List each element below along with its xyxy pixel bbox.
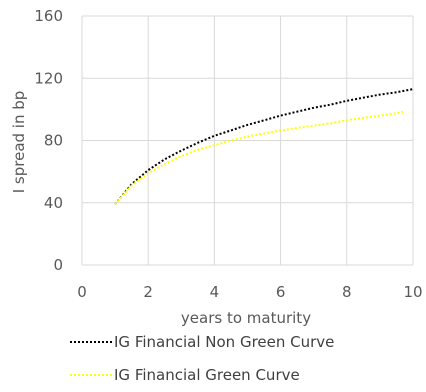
x-axis-label: years to maturity — [181, 309, 311, 327]
x-tick-label: 10 — [403, 283, 422, 301]
x-tick-label: 8 — [342, 283, 352, 301]
y-tick-labels: 0 40 80 120 160 — [34, 7, 63, 274]
y-axis-label: I spread in bp — [10, 91, 28, 194]
series-line-2 — [114, 110, 404, 205]
series-lines — [114, 88, 414, 205]
x-tick-label: 4 — [210, 283, 220, 301]
grid — [81, 15, 414, 266]
y-tick-label: 120 — [34, 69, 63, 87]
y-tick-label: 80 — [44, 132, 63, 150]
series-line-1 — [114, 88, 414, 205]
y-tick-label: 160 — [34, 7, 63, 25]
y-tick-label: 0 — [53, 256, 63, 274]
legend-label-2: IG Financial Green Curve — [114, 366, 300, 384]
x-tick-label: 0 — [77, 283, 87, 301]
legend-label-1: IG Financial Non Green Curve — [114, 333, 334, 351]
y-tick-label: 40 — [44, 194, 63, 212]
x-tick-label: 2 — [143, 283, 153, 301]
x-tick-labels: 0 2 4 6 8 10 — [77, 283, 422, 301]
x-tick-label: 6 — [276, 283, 286, 301]
legend: IG Financial Non Green Curve IG Financial… — [70, 333, 334, 384]
